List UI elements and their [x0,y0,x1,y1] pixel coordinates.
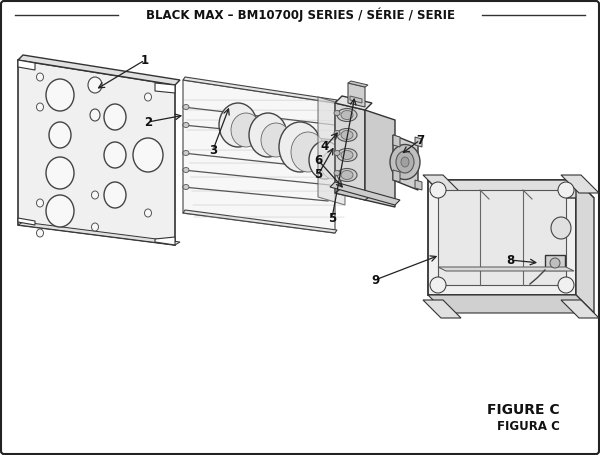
Ellipse shape [37,73,44,81]
Ellipse shape [337,108,357,121]
Ellipse shape [558,182,574,198]
Ellipse shape [334,171,340,176]
Polygon shape [18,218,35,225]
Text: 5: 5 [314,168,322,182]
Ellipse shape [37,199,44,207]
Ellipse shape [341,171,353,180]
Ellipse shape [558,277,574,293]
Ellipse shape [183,184,189,189]
Polygon shape [155,83,175,93]
Polygon shape [350,96,362,103]
Polygon shape [348,83,365,107]
Ellipse shape [37,103,44,111]
Polygon shape [365,110,395,207]
Polygon shape [183,210,337,233]
Text: 6: 6 [314,153,322,167]
Ellipse shape [91,191,98,199]
Ellipse shape [390,145,420,180]
Polygon shape [423,300,461,318]
Ellipse shape [90,109,100,121]
Ellipse shape [291,132,325,172]
Ellipse shape [396,151,414,173]
Polygon shape [561,300,599,318]
Ellipse shape [334,131,340,136]
Polygon shape [335,188,372,200]
Ellipse shape [183,122,189,127]
Ellipse shape [104,104,126,130]
Text: 1: 1 [141,54,149,66]
Ellipse shape [231,113,261,147]
Polygon shape [18,55,180,85]
Polygon shape [428,180,576,295]
Polygon shape [428,295,594,313]
Polygon shape [318,97,345,205]
Ellipse shape [145,93,151,101]
Polygon shape [18,60,175,245]
Polygon shape [348,81,368,87]
Polygon shape [183,77,337,103]
Ellipse shape [46,195,74,227]
Text: BLACK MAX – BM10700J SERIES / SÉRIE / SERIE: BLACK MAX – BM10700J SERIES / SÉRIE / SE… [146,8,455,22]
Ellipse shape [337,168,357,182]
Text: 9: 9 [371,273,379,287]
Ellipse shape [104,142,126,168]
Ellipse shape [91,223,98,231]
Polygon shape [423,175,461,193]
Ellipse shape [337,148,357,162]
Ellipse shape [334,151,340,156]
Ellipse shape [341,151,353,160]
Polygon shape [330,182,400,205]
Ellipse shape [133,138,163,172]
Ellipse shape [104,182,126,208]
Ellipse shape [341,131,353,140]
Ellipse shape [37,229,44,237]
Ellipse shape [183,151,189,156]
Ellipse shape [88,77,102,93]
Ellipse shape [46,79,74,111]
Ellipse shape [183,167,189,172]
Ellipse shape [145,209,151,217]
Text: 5: 5 [328,212,336,224]
Polygon shape [18,60,35,70]
Polygon shape [183,80,335,233]
Polygon shape [561,175,599,193]
Ellipse shape [219,103,257,147]
Ellipse shape [46,157,74,189]
Ellipse shape [49,122,71,148]
Text: FIGURA C: FIGURA C [497,420,560,434]
Polygon shape [576,180,594,313]
Text: 2: 2 [144,116,152,128]
Text: 8: 8 [506,253,514,267]
Polygon shape [438,190,566,285]
Ellipse shape [321,151,345,179]
Polygon shape [18,222,180,245]
Polygon shape [415,137,422,147]
Ellipse shape [279,122,321,172]
Ellipse shape [550,258,560,268]
Ellipse shape [261,123,291,157]
Ellipse shape [551,217,571,239]
Ellipse shape [430,277,446,293]
Ellipse shape [309,141,341,179]
Ellipse shape [249,113,287,157]
Text: 3: 3 [209,143,217,157]
Polygon shape [393,135,400,147]
Text: FIGURE C: FIGURE C [487,403,560,417]
Ellipse shape [401,157,409,167]
Ellipse shape [341,111,353,120]
Polygon shape [155,237,175,245]
Ellipse shape [183,105,189,110]
Polygon shape [393,170,400,182]
Polygon shape [428,180,594,198]
Polygon shape [545,255,565,270]
Text: 4: 4 [321,141,329,153]
Ellipse shape [337,128,357,142]
Polygon shape [335,96,372,110]
Polygon shape [335,103,365,200]
Text: 7: 7 [416,133,424,147]
Polygon shape [415,180,422,190]
Ellipse shape [430,182,446,198]
Polygon shape [438,267,574,271]
Polygon shape [393,135,418,190]
